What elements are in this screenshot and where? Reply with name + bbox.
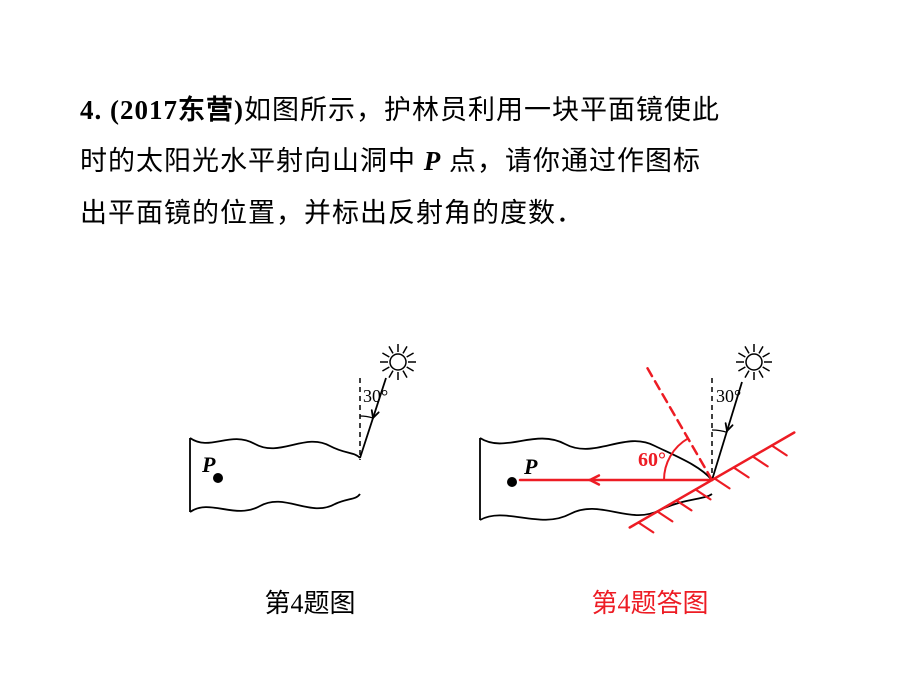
q-line1-rest: 如图所示，护林员利用一块平面镜使此: [244, 95, 720, 125]
svg-text:30°: 30°: [363, 386, 388, 406]
svg-text:30°: 30°: [716, 386, 741, 406]
point-P-inline: P: [424, 146, 442, 176]
answer-figure-svg: 30° P 60°: [460, 340, 840, 570]
q-line2-a: 时的太阳光水平射向山洞中: [80, 146, 424, 176]
q-line2-b: 点，请你通过作图标: [441, 146, 701, 176]
problem-line-1: 4. (2017东营)如图所示，护林员利用一块平面镜使此: [80, 85, 840, 136]
figures-row: 30° P 第4题图 30° P 60° 第4题答图: [0, 320, 920, 650]
problem-text: 4. (2017东营)如图所示，护林员利用一块平面镜使此 时的太阳光水平射向山洞…: [80, 85, 840, 239]
question-figure-svg: 30° P: [170, 340, 450, 570]
question-number: 4. (2017东营): [80, 95, 244, 125]
page-root: 4. (2017东营)如图所示，护林员利用一块平面镜使此 时的太阳光水平射向山洞…: [0, 0, 920, 690]
question-figure-caption: 第4题图: [170, 583, 450, 620]
problem-line-2: 时的太阳光水平射向山洞中 P 点，请你通过作图标: [80, 136, 840, 187]
svg-text:P: P: [201, 452, 216, 477]
problem-line-3: 出平面镜的位置，并标出反射角的度数．: [80, 188, 840, 239]
svg-text:P: P: [523, 454, 538, 479]
answer-figure-caption: 第4题答图: [460, 583, 840, 620]
answer-figure: 30° P 60° 第4题答图: [460, 340, 840, 620]
svg-text:60°: 60°: [638, 449, 666, 471]
question-figure: 30° P 第4题图: [170, 340, 450, 620]
